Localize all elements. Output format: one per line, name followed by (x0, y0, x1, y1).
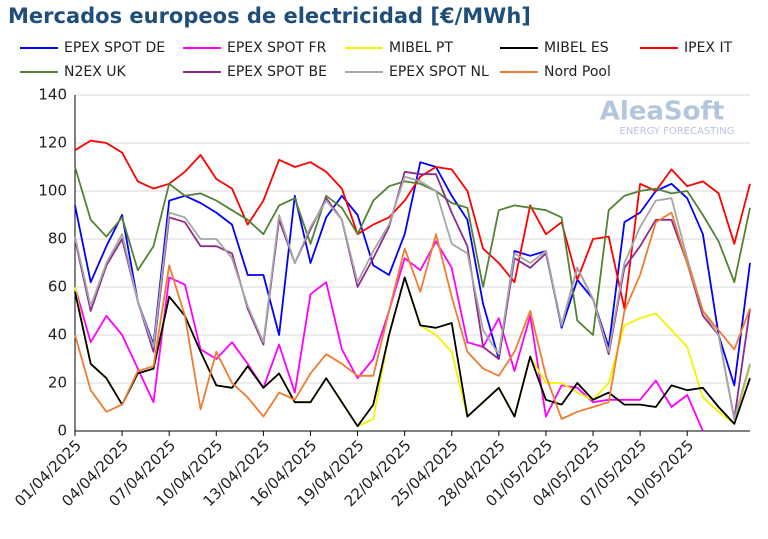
legend-label: Nord Pool (544, 64, 611, 80)
legend-label: EPEX SPOT NL (389, 64, 489, 80)
chart-title: Mercados europeos de electricidad [€/MWh… (8, 4, 531, 28)
series-line (74, 211, 751, 420)
series-line (74, 276, 751, 428)
watermark: AleaSoft (600, 97, 725, 127)
series-line (74, 166, 751, 336)
legend-label: EPEX SPOT DE (64, 40, 165, 56)
legend-label: MIBEL ES (544, 40, 609, 56)
y-tick-label: 20 (48, 374, 67, 392)
legend-label: IPEX IT (684, 40, 733, 56)
y-tick-label: 80 (48, 230, 67, 248)
y-tick-label: 120 (38, 134, 67, 152)
legend-label: EPEX SPOT FR (227, 40, 327, 56)
legend-label: EPEX SPOT BE (227, 64, 327, 80)
y-tick-label: 100 (38, 182, 67, 200)
legend-label: N2EX UK (64, 64, 127, 80)
y-tick-label: 60 (48, 278, 67, 296)
legend-label: MIBEL PT (389, 40, 453, 56)
series-line (74, 170, 751, 420)
y-tick-label: 0 (57, 422, 67, 440)
watermark-tagline: ENERGY FORECASTING (620, 126, 735, 137)
series-line (74, 139, 751, 310)
y-tick-label: 40 (48, 326, 67, 344)
y-tick-label: 140 (38, 86, 67, 104)
series-line (74, 175, 751, 420)
series-line (74, 161, 751, 387)
